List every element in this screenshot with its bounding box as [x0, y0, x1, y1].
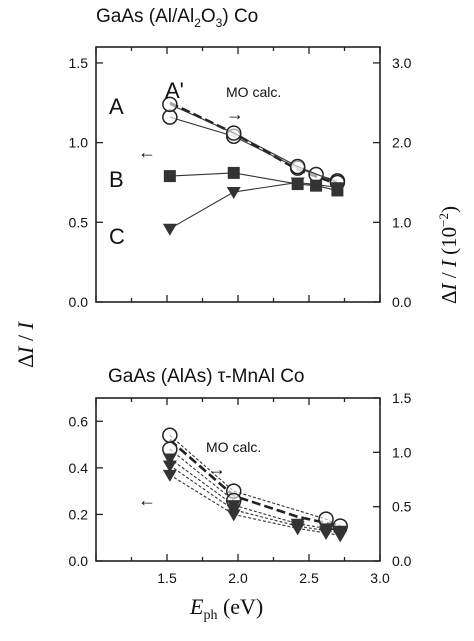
- data-point-triangle: [162, 469, 177, 482]
- data-point-triangle: [226, 509, 241, 522]
- data-point-square: [310, 179, 323, 192]
- data-point-triangle: [333, 530, 348, 543]
- left-tick-label: 0.6: [69, 413, 89, 429]
- left-tick-label: 0.0: [69, 294, 89, 310]
- data-point-circle: [162, 427, 178, 444]
- data-point-square: [227, 166, 240, 179]
- top-label-B: B: [109, 167, 124, 192]
- bottom-ticks: 0.0 0.2 0.4 0.6 0.0 0.5 1.0 1.5 1.5 2.0 2.5 3.0: [69, 390, 412, 586]
- data-point-triangle: [162, 453, 177, 466]
- y-axis-label-left: ΔI / I: [13, 320, 38, 368]
- series-line: [169, 434, 341, 527]
- right-tick-label: 2.0: [392, 135, 412, 151]
- right-tick-label: 1.0: [392, 214, 412, 230]
- series-line: [169, 103, 338, 183]
- data-point-triangle: [226, 187, 241, 200]
- bottom-panel-title: GaAs (AlAs) τ-MnAl Co: [108, 366, 305, 387]
- right-tick-label: 1.5: [392, 390, 412, 406]
- bottom-arrow-left: ←: [138, 490, 156, 510]
- left-tick-label: 0.2: [69, 506, 89, 522]
- data-point-triangle: [290, 177, 305, 190]
- right-tick-label: 0.0: [392, 294, 412, 310]
- top-series: [162, 96, 346, 236]
- y-axis-label-right-top: ΔI / I (10−2): [436, 206, 461, 304]
- top-arrow-right: →: [226, 104, 244, 124]
- x-tick-label: 2.5: [299, 570, 319, 586]
- right-tick-label: 1.0: [392, 444, 412, 460]
- data-point-triangle: [162, 223, 177, 236]
- bottom-plot: 0.0 0.2 0.4 0.6 0.0 0.5 1.0 1.5 1.5 2.0 2.5 3.0 MO …: [69, 390, 412, 586]
- left-tick-label: 1.0: [69, 135, 89, 151]
- left-tick-label: 0.0: [69, 553, 89, 569]
- mo-calc-line: [169, 101, 338, 186]
- top-ticks: 0.0 0.5 1.0 1.5 0.0 1.0 2.0 3.0: [69, 47, 412, 310]
- top-plot: 0.0 0.5 1.0 1.5 0.0 1.0 2.0 3.0 A A' B C MO cal…: [69, 46, 412, 310]
- x-tick-label: 2.0: [228, 570, 248, 586]
- top-label-A-prime: A': [165, 78, 184, 103]
- right-tick-label: 0.0: [392, 553, 412, 569]
- x-axis-label: Eph (eV): [189, 594, 263, 623]
- data-point-circle: [162, 96, 178, 113]
- x-tick-label: 3.0: [370, 570, 390, 586]
- data-point-triangle: [330, 182, 345, 195]
- series-line: [169, 448, 235, 501]
- right-tick-label: 0.5: [392, 499, 412, 515]
- top-label-C: C: [109, 224, 125, 249]
- top-mo-calc-annotation: MO calc.: [226, 84, 281, 100]
- data-point-triangle: [319, 528, 334, 541]
- bottom-mo-calc-annotation: MO calc.: [206, 439, 261, 455]
- left-tick-label: 0.5: [69, 214, 89, 230]
- left-tick-label: 1.5: [69, 55, 89, 71]
- top-label-A: A: [109, 94, 124, 119]
- series-line: [169, 465, 341, 534]
- bottom-arrow-right: →: [208, 459, 226, 479]
- data-point-triangle: [162, 460, 177, 473]
- right-tick-label: 3.0: [392, 55, 412, 71]
- left-tick-label: 0.4: [69, 460, 89, 476]
- top-panel-title: GaAs (Al/Al2O3) Co: [96, 6, 258, 30]
- top-arrow-left: ←: [138, 142, 156, 162]
- bottom-series: [162, 427, 348, 543]
- x-tick-label: 1.5: [157, 570, 177, 586]
- data-point-circle: [225, 125, 242, 141]
- data-point-triangle: [290, 523, 305, 536]
- series-line: [169, 181, 338, 230]
- data-point-square: [163, 170, 176, 183]
- data-point-circle: [289, 158, 306, 175]
- data-point-circle: [162, 109, 178, 125]
